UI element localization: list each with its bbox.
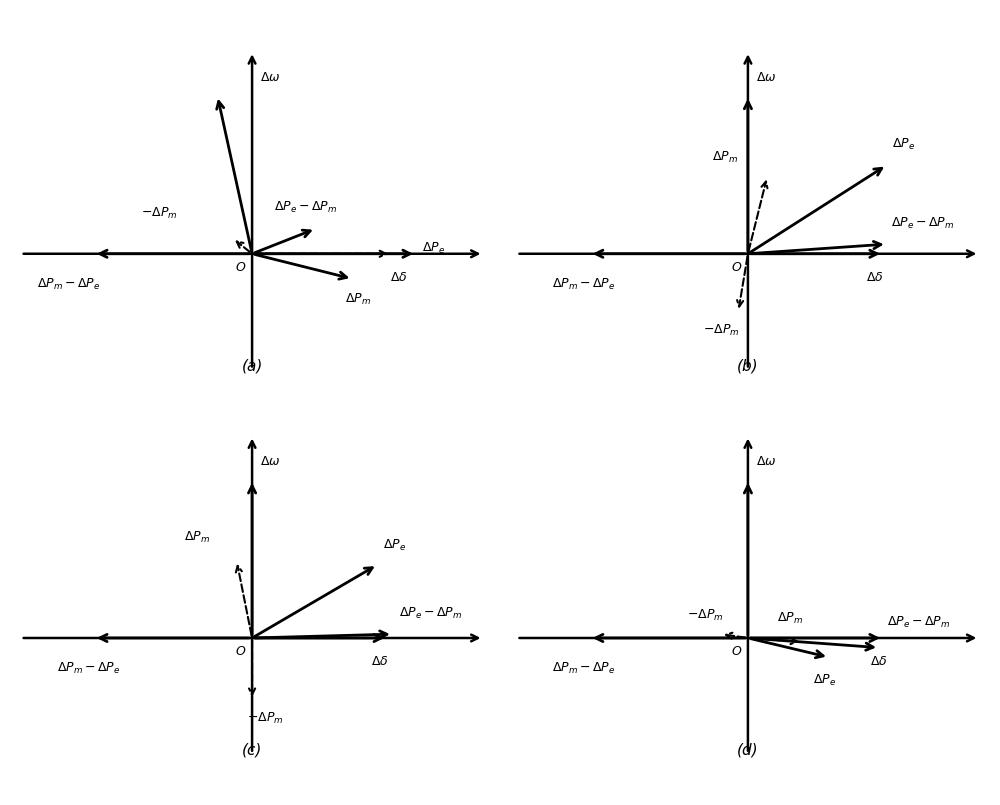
Text: $\Delta P_e-\Delta P_m$: $\Delta P_e-\Delta P_m$ <box>399 605 462 621</box>
Text: $\Delta P_m-\Delta P_e$: $\Delta P_m-\Delta P_e$ <box>552 661 616 676</box>
Text: O: O <box>731 261 741 274</box>
Text: $\Delta P_e-\Delta P_m$: $\Delta P_e-\Delta P_m$ <box>891 216 954 230</box>
Text: $\Delta P_m-\Delta P_e$: $\Delta P_m-\Delta P_e$ <box>552 277 616 292</box>
Text: $\Delta P_e$: $\Delta P_e$ <box>383 538 406 553</box>
Text: $\Delta\omega$: $\Delta\omega$ <box>260 456 280 469</box>
Text: $\Delta P_e-\Delta P_m$: $\Delta P_e-\Delta P_m$ <box>274 200 338 215</box>
Text: $-\Delta P_m$: $-\Delta P_m$ <box>141 206 178 221</box>
Text: $\Delta P_e$: $\Delta P_e$ <box>422 241 445 255</box>
Text: O: O <box>236 261 245 274</box>
Text: $\Delta\delta$: $\Delta\delta$ <box>870 655 888 668</box>
Text: (c): (c) <box>242 742 262 758</box>
Text: $\Delta\omega$: $\Delta\omega$ <box>260 71 280 84</box>
Text: $\Delta P_e-\Delta P_m$: $\Delta P_e-\Delta P_m$ <box>887 615 950 630</box>
Text: $\Delta\omega$: $\Delta\omega$ <box>756 456 776 469</box>
Text: $\Delta P_m$: $\Delta P_m$ <box>712 150 738 165</box>
Text: $\Delta P_e$: $\Delta P_e$ <box>813 673 837 687</box>
Text: $\Delta\omega$: $\Delta\omega$ <box>756 71 776 84</box>
Text: $-\Delta P_m$: $-\Delta P_m$ <box>687 608 724 622</box>
Text: $\Delta P_m-\Delta P_e$: $\Delta P_m-\Delta P_e$ <box>37 277 101 292</box>
Text: $\Delta P_m$: $\Delta P_m$ <box>184 530 210 546</box>
Text: O: O <box>731 645 741 658</box>
Text: $\Delta P_m-\Delta P_e$: $\Delta P_m-\Delta P_e$ <box>57 661 120 676</box>
Text: $-\Delta P_m$: $-\Delta P_m$ <box>247 712 284 726</box>
Text: O: O <box>236 645 245 658</box>
Text: $\Delta\delta$: $\Delta\delta$ <box>866 271 884 284</box>
Text: $-\Delta P_m$: $-\Delta P_m$ <box>703 323 739 338</box>
Text: (b): (b) <box>737 358 759 374</box>
Text: $\Delta P_m$: $\Delta P_m$ <box>777 611 803 626</box>
Text: $\Delta\delta$: $\Delta\delta$ <box>371 655 388 668</box>
Text: (a): (a) <box>241 358 263 374</box>
Text: (d): (d) <box>737 742 759 758</box>
Text: $\Delta P_e$: $\Delta P_e$ <box>893 137 916 151</box>
Text: $\Delta P_m$: $\Delta P_m$ <box>345 292 371 308</box>
Text: $\Delta\delta$: $\Delta\delta$ <box>390 271 407 284</box>
